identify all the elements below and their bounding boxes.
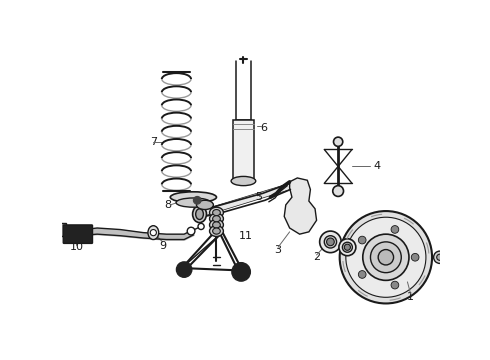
Text: 6: 6 [261,123,268,133]
Ellipse shape [324,236,337,248]
Circle shape [444,253,454,262]
Circle shape [176,262,192,277]
Circle shape [198,223,204,230]
Text: 1: 1 [407,292,414,302]
Ellipse shape [213,228,220,234]
Circle shape [187,227,195,235]
Circle shape [358,236,366,244]
Circle shape [434,251,446,264]
Circle shape [411,253,419,261]
Ellipse shape [213,222,220,228]
Polygon shape [194,183,291,219]
Circle shape [363,234,409,280]
Ellipse shape [210,213,223,224]
Circle shape [370,242,401,273]
Ellipse shape [210,207,223,218]
Ellipse shape [196,209,203,220]
Polygon shape [59,222,66,236]
Circle shape [437,254,443,260]
Text: 7: 7 [150,137,157,147]
Ellipse shape [339,239,356,256]
Circle shape [150,230,156,236]
Circle shape [333,186,343,197]
Polygon shape [233,120,254,180]
Text: 11: 11 [239,231,253,241]
Circle shape [326,238,334,246]
Circle shape [391,281,399,289]
Text: 4: 4 [373,161,380,171]
Circle shape [378,249,393,265]
Ellipse shape [210,226,223,237]
Text: 10: 10 [70,242,83,252]
Text: 9: 9 [159,242,166,252]
FancyBboxPatch shape [63,225,93,243]
Ellipse shape [171,192,217,203]
Ellipse shape [176,198,211,207]
Text: 8: 8 [165,200,172,210]
Polygon shape [63,226,64,231]
Ellipse shape [196,200,213,210]
Text: 5: 5 [255,192,262,202]
Ellipse shape [343,242,352,252]
Circle shape [194,197,201,204]
Ellipse shape [213,210,220,216]
Circle shape [334,137,343,147]
Text: 3: 3 [274,244,282,255]
Circle shape [232,263,250,281]
Circle shape [346,217,426,297]
Ellipse shape [213,216,220,222]
Ellipse shape [210,220,223,230]
Circle shape [340,211,432,303]
Circle shape [391,226,399,233]
Circle shape [358,271,366,278]
Text: 2: 2 [313,252,320,262]
Ellipse shape [231,176,256,186]
Circle shape [344,244,350,250]
Ellipse shape [319,231,341,253]
Ellipse shape [148,226,159,239]
Polygon shape [284,178,317,234]
Ellipse shape [193,206,206,222]
